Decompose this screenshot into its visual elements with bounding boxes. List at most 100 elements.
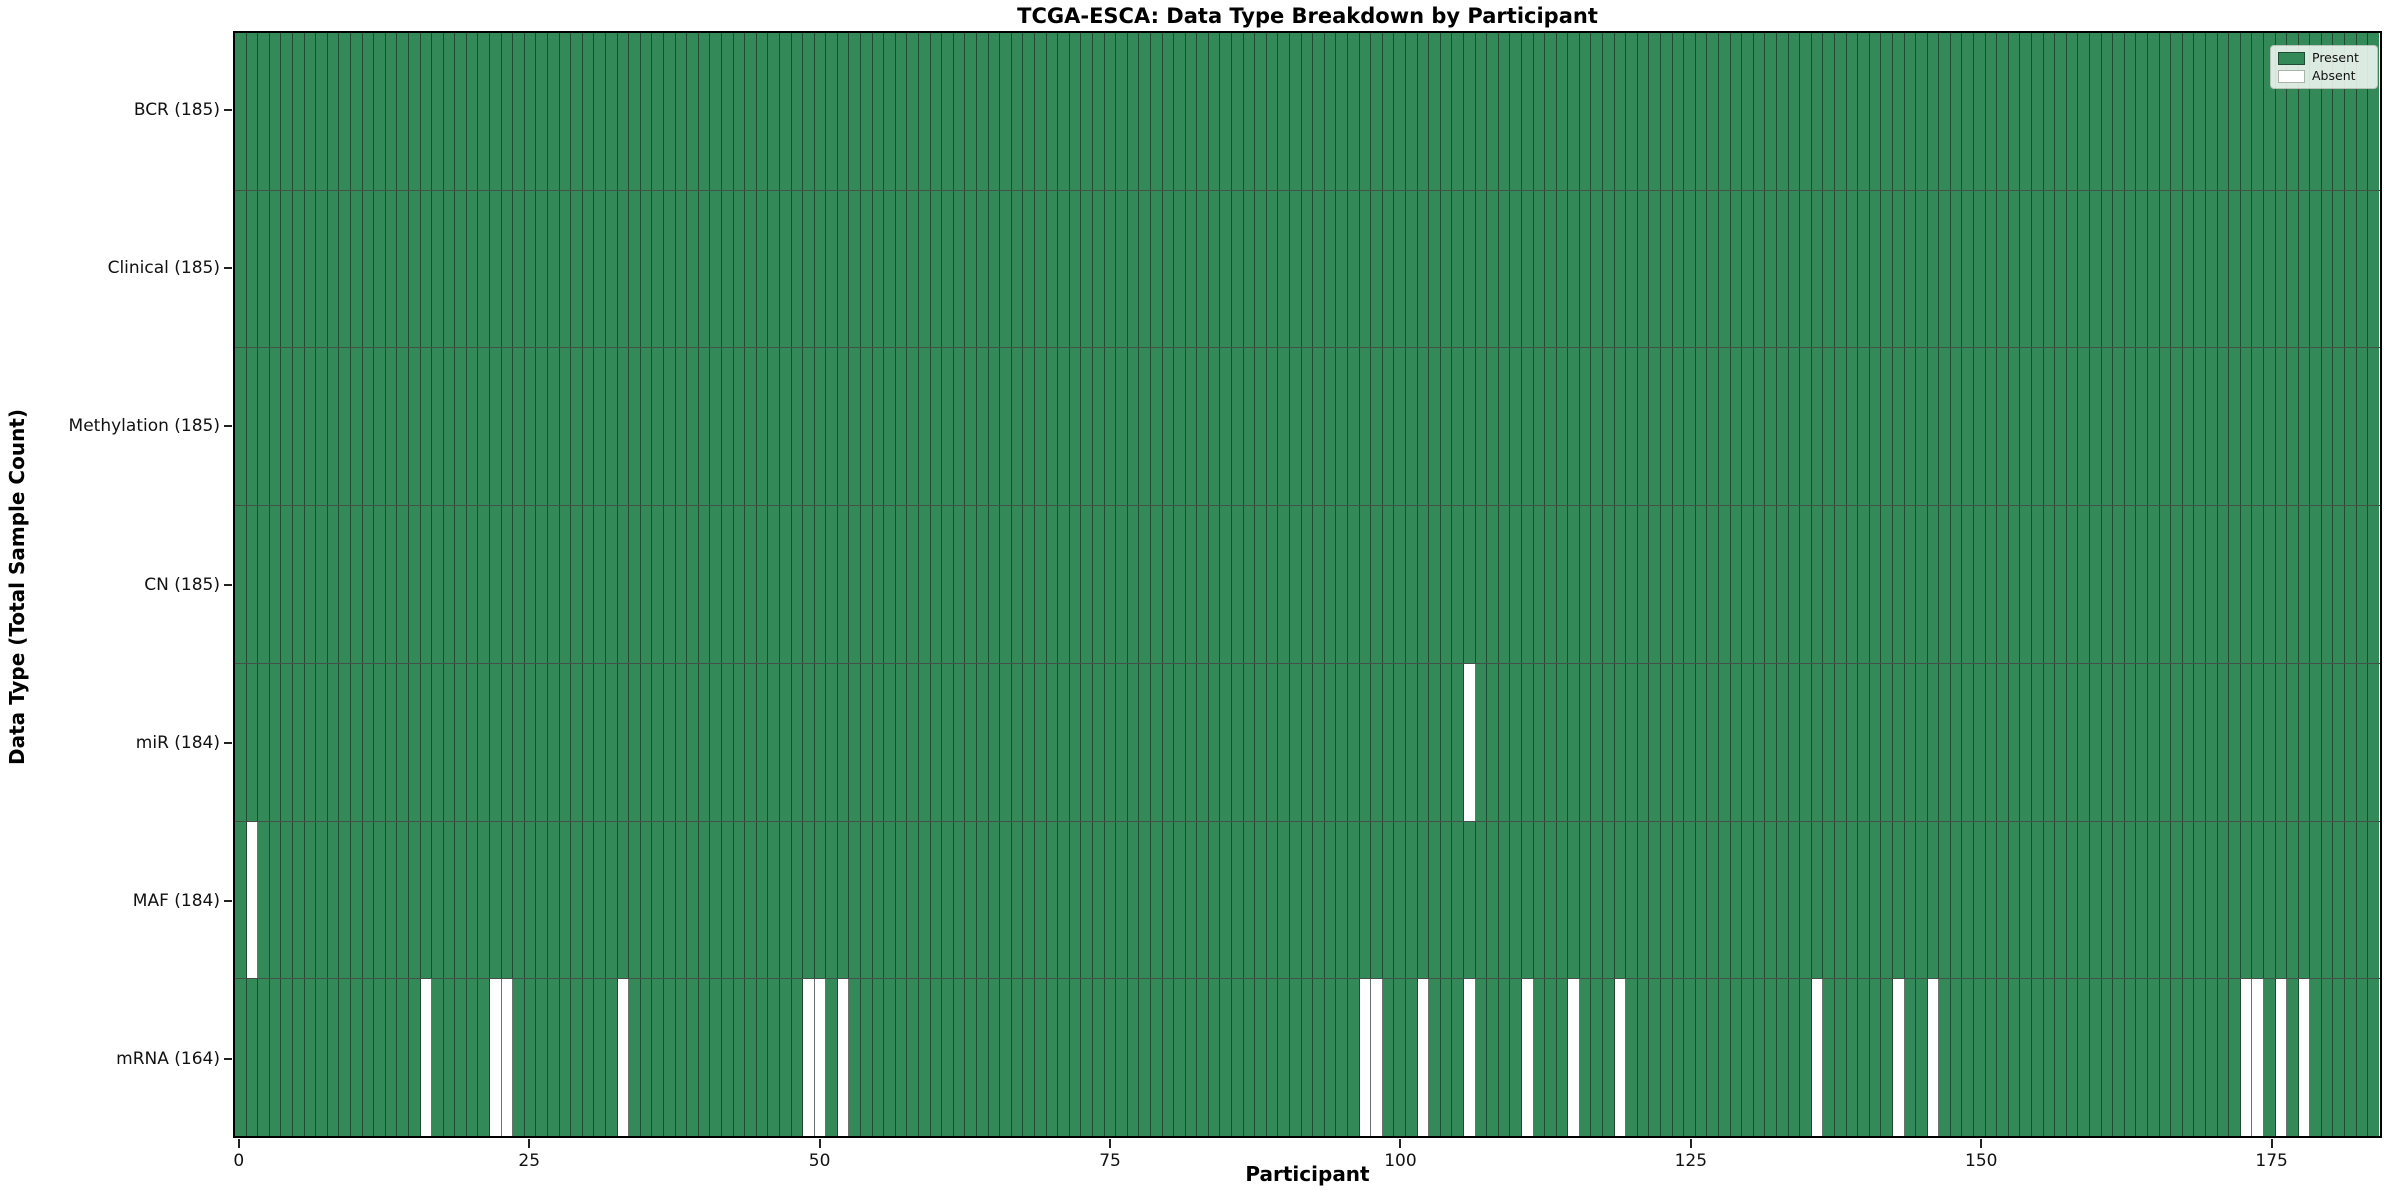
heatmap-cell: [571, 821, 583, 979]
heatmap-cell: [1348, 190, 1360, 348]
chart-title: TCGA-ESCA: Data Type Breakdown by Partic…: [1017, 4, 1598, 28]
heatmap-cell: [2032, 348, 2044, 506]
heatmap-cell: [2368, 33, 2379, 190]
heatmap-cell: [374, 821, 386, 979]
heatmap-cell: [2333, 348, 2346, 506]
heatmap-cell: [582, 663, 595, 821]
heatmap-cell: [1916, 663, 1928, 821]
heatmap-cell: [1208, 33, 1221, 190]
heatmap-cell: [1220, 348, 1233, 506]
x-tick-mark: [1980, 1139, 1983, 1148]
heatmap-cell: [1742, 506, 1754, 663]
heatmap-cell: [2310, 33, 2322, 190]
heatmap-cell: [478, 348, 491, 506]
heatmap-cell: [814, 190, 827, 348]
heatmap-cell: [2263, 33, 2276, 190]
heatmap-cell: [907, 979, 920, 1137]
heatmap-cell: [350, 348, 363, 506]
heatmap-cell: [1162, 979, 1175, 1137]
heatmap-cell: [1568, 506, 1580, 663]
heatmap-cell: [420, 348, 433, 506]
heatmap-cell: [919, 821, 931, 979]
heatmap-cell: [2182, 506, 2195, 663]
heatmap-cell: [1313, 348, 1325, 506]
heatmap-cell: [1081, 348, 1093, 506]
heatmap-cell: [2159, 33, 2172, 190]
heatmap-cell: [466, 506, 479, 663]
heatmap-cell: [1301, 979, 1314, 1137]
heatmap-cell: [2113, 33, 2125, 190]
heatmap-cell: [362, 33, 375, 190]
heatmap-cell: [675, 33, 688, 190]
heatmap-cell: [779, 33, 792, 190]
heatmap-cell: [1811, 663, 1824, 821]
heatmap-cell: [1637, 979, 1650, 1137]
heatmap-cell: [304, 821, 317, 979]
heatmap-cell: [1290, 348, 1302, 506]
heatmap-cell: [2032, 821, 2044, 979]
heatmap-cell: [2147, 190, 2160, 348]
heatmap-cell: [2124, 663, 2137, 821]
heatmap-cell: [1962, 979, 1975, 1137]
heatmap-cell: [1359, 33, 1372, 190]
heatmap-cell: [1811, 190, 1824, 348]
heatmap-cell: [1034, 348, 1047, 506]
heatmap-cell: [1892, 506, 1905, 663]
heatmap-cell: [1359, 348, 1372, 506]
heatmap-cell: [1162, 663, 1175, 821]
heatmap-cell: [826, 821, 838, 979]
heatmap-cell: [1556, 979, 1569, 1137]
heatmap-cell: [1568, 663, 1580, 821]
heatmap-cell: [548, 821, 560, 979]
heatmap-cell: [2043, 506, 2056, 663]
heatmap-cell: [663, 348, 676, 506]
heatmap-cell: [2229, 506, 2241, 663]
heatmap-cell: [2078, 190, 2090, 348]
heatmap-cell: [1162, 348, 1175, 506]
heatmap-cell: [733, 348, 746, 506]
heatmap-cell: [1243, 821, 1256, 979]
heatmap-cell: [1603, 33, 1615, 190]
heatmap-cell: [2147, 979, 2160, 1137]
heatmap-cell: [1498, 190, 1511, 348]
heatmap-cell: [316, 979, 328, 1137]
heatmap-cell: [432, 663, 444, 821]
heatmap-cell: [710, 506, 722, 663]
heatmap-cell: [2240, 821, 2253, 979]
heatmap-cell: [1684, 663, 1696, 821]
heatmap-cell: [919, 190, 931, 348]
heatmap-cell: [1684, 33, 1696, 190]
present-swatch: [2278, 51, 2305, 65]
heatmap-cell: [1800, 663, 1812, 821]
heatmap-cell: [455, 348, 467, 506]
heatmap-cell: [826, 663, 838, 821]
heatmap-cell: [1324, 663, 1337, 821]
heatmap-cell: [1197, 506, 1209, 663]
heatmap-cell: [548, 979, 560, 1137]
heatmap-cell: [455, 821, 467, 979]
heatmap-cell: [1649, 506, 1662, 663]
heatmap-cell: [1324, 190, 1337, 348]
heatmap-cell: [2252, 33, 2264, 190]
heatmap-cell: [432, 979, 444, 1137]
heatmap-cell: [1626, 663, 1638, 821]
heatmap-cell: [1348, 663, 1360, 821]
heatmap-cell: [1000, 33, 1012, 190]
heatmap-cell: [1510, 506, 1522, 663]
heatmap-cell: [2321, 348, 2334, 506]
heatmap-cell: [1904, 663, 1917, 821]
heatmap-cell: [2321, 979, 2334, 1137]
heatmap-cell: [2020, 979, 2033, 1137]
heatmap-cell: [1359, 190, 1372, 348]
heatmap-cell: [1649, 663, 1662, 821]
heatmap-cell: [2090, 348, 2102, 506]
heatmap-cell: [675, 190, 688, 348]
heatmap-cell: [2171, 506, 2183, 663]
heatmap-cell: [2263, 506, 2276, 663]
heatmap-cell: [1371, 663, 1383, 821]
heatmap-cell: [2298, 979, 2311, 1137]
heatmap-cell: [1498, 979, 1511, 1137]
heatmap-cell: [617, 190, 630, 348]
heatmap-cell: [652, 506, 664, 663]
heatmap-cell: [1614, 33, 1627, 190]
